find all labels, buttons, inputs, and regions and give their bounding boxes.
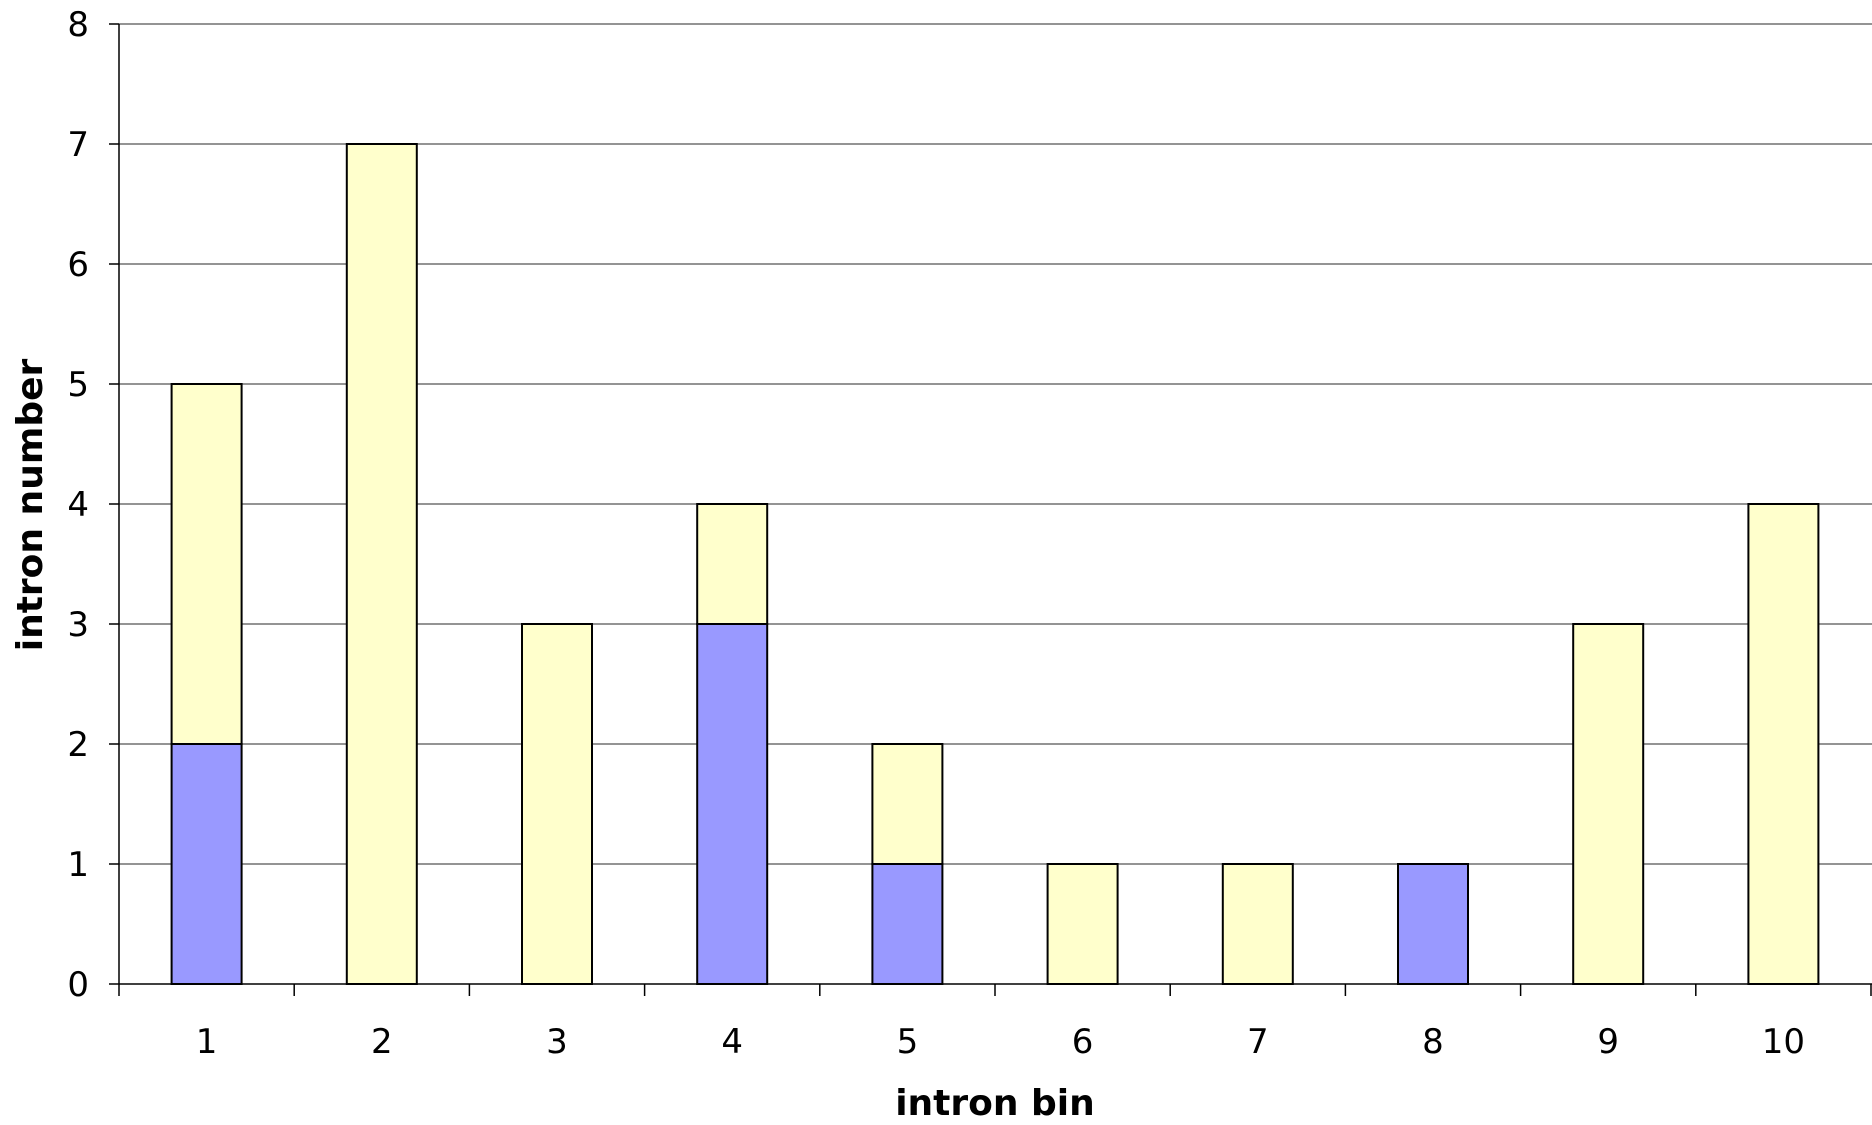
x-tick-label-4: 4 bbox=[721, 1022, 743, 1062]
y-tick-label-7: 7 bbox=[67, 125, 89, 165]
bar-6-series-2 bbox=[1046, 863, 1119, 985]
bar-1-series-2 bbox=[170, 383, 243, 745]
bar-5-series-1 bbox=[871, 863, 944, 985]
bar-9-series-2 bbox=[1572, 623, 1645, 985]
x-tick-label-3: 3 bbox=[546, 1022, 568, 1062]
x-tick-label-9: 9 bbox=[1597, 1022, 1619, 1062]
bar-4-series-1 bbox=[696, 623, 769, 985]
y-tick-label-5: 5 bbox=[67, 365, 89, 405]
x-tick-label-7: 7 bbox=[1247, 1022, 1269, 1062]
x-tick-label-2: 2 bbox=[371, 1022, 393, 1062]
x-axis-ticks: 1 2 3 4 5 6 7 8 9 10 bbox=[118, 984, 1872, 1062]
y-tick-label-1: 1 bbox=[67, 845, 89, 885]
x-tick-label-10: 10 bbox=[1762, 1022, 1805, 1062]
x-axis-title: intron bin bbox=[895, 1083, 1095, 1124]
bar-2-series-2 bbox=[345, 143, 418, 985]
bar-10-series-2 bbox=[1747, 503, 1820, 985]
y-tick-label-6: 6 bbox=[67, 245, 89, 285]
y-tick-label-8: 8 bbox=[67, 5, 89, 45]
x-tick-label-6: 6 bbox=[1072, 1022, 1094, 1062]
y-axis-ticks: 0 1 2 3 4 5 6 7 8 bbox=[67, 5, 119, 1005]
x-tick-label-8: 8 bbox=[1422, 1022, 1444, 1062]
y-tick-label-4: 4 bbox=[67, 485, 89, 525]
x-tick-label-1: 1 bbox=[196, 1022, 218, 1062]
bar-8-series-1 bbox=[1397, 863, 1469, 985]
y-tick-label-3: 3 bbox=[67, 605, 89, 645]
bar-7-series-2 bbox=[1221, 863, 1294, 985]
x-tick-label-5: 5 bbox=[897, 1022, 919, 1062]
bars bbox=[170, 143, 1820, 985]
bar-1-series-1 bbox=[170, 743, 243, 985]
y-tick-label-2: 2 bbox=[67, 725, 89, 765]
y-axis-title: intron number bbox=[10, 358, 51, 651]
bar-5-series-2 bbox=[871, 743, 944, 865]
bar-4-series-2 bbox=[696, 503, 769, 625]
y-tick-label-0: 0 bbox=[67, 965, 89, 1005]
bar-3-series-2 bbox=[521, 623, 593, 985]
